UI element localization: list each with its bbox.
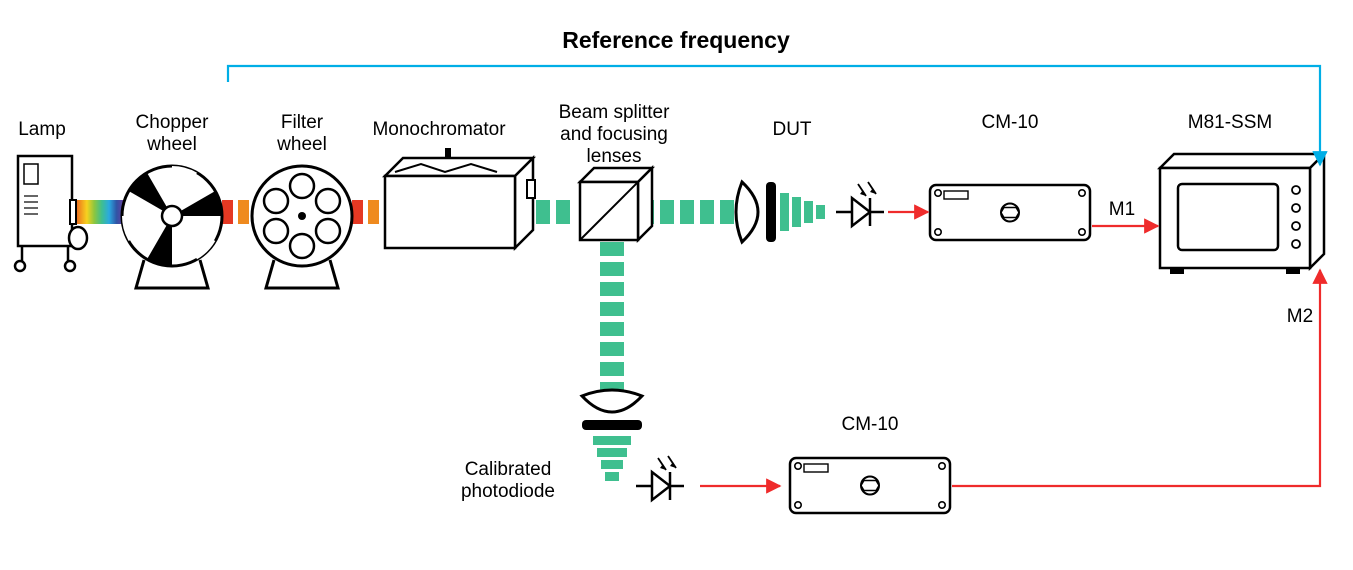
- m2-path: [952, 270, 1320, 486]
- label-m1: M1: [1109, 199, 1135, 220]
- green-beam: [536, 200, 550, 224]
- filter-wheel: [252, 166, 352, 288]
- green-cone: [780, 193, 789, 231]
- cm10-top: [930, 185, 1090, 240]
- label-filter: Filter: [281, 112, 324, 133]
- green-cone: [792, 197, 801, 227]
- green-cone: [593, 436, 631, 445]
- label-m81: M81-SSM: [1188, 112, 1272, 133]
- rainbow-beam: [72, 200, 124, 224]
- lamp: [15, 156, 87, 271]
- rainbow-pulse: [238, 200, 249, 224]
- green-beam: [600, 242, 624, 256]
- green-beam: [600, 302, 624, 316]
- label-chopper-2: wheel: [146, 134, 197, 155]
- cm10-bottom: [790, 458, 950, 513]
- green-beam: [600, 322, 624, 336]
- label-cm10-bottom: CM-10: [841, 414, 898, 435]
- dut-lens: [736, 182, 776, 242]
- reference-frequency-path: [228, 66, 1320, 165]
- green-beam: [600, 262, 624, 276]
- label-calibrated-2: photodiode: [461, 481, 555, 502]
- label-bs-3: lenses: [587, 146, 642, 167]
- label-chopper: Chopper: [136, 112, 210, 133]
- green-beam: [600, 362, 624, 376]
- green-beam: [680, 200, 694, 224]
- green-cone: [605, 472, 619, 481]
- photodiode-dut: [836, 182, 884, 226]
- chopper-wheel: [122, 166, 222, 288]
- m81-ssm: [1160, 154, 1324, 274]
- bottom-lens: [582, 390, 642, 430]
- rainbow-pulse: [222, 200, 233, 224]
- green-beam: [720, 200, 734, 224]
- beam-splitter: [580, 168, 652, 240]
- green-beam: [600, 282, 624, 296]
- label-mono: Monochromator: [372, 119, 506, 140]
- green-beam: [660, 200, 674, 224]
- green-beam: [700, 200, 714, 224]
- green-beam: [556, 200, 570, 224]
- green-beam: [600, 342, 624, 356]
- green-cone: [816, 205, 825, 219]
- label-calibrated-1: Calibrated: [465, 459, 552, 480]
- label-dut: DUT: [772, 119, 811, 140]
- label-bs-2: and focusing: [560, 124, 668, 145]
- title-reference-frequency: Reference frequency: [562, 27, 790, 53]
- photodiode-calibrated: [636, 456, 684, 500]
- monochromator: [385, 148, 535, 248]
- rainbow-pulse: [352, 200, 363, 224]
- green-cone: [804, 201, 813, 223]
- label-bs-1: Beam splitter: [559, 102, 671, 123]
- label-lamp: Lamp: [18, 119, 66, 140]
- green-cone: [597, 448, 627, 457]
- label-cm10-top: CM-10: [981, 112, 1038, 133]
- label-m2: M2: [1287, 306, 1313, 327]
- green-cone: [601, 460, 623, 469]
- rainbow-pulse: [368, 200, 379, 224]
- label-filter-2: wheel: [276, 134, 327, 155]
